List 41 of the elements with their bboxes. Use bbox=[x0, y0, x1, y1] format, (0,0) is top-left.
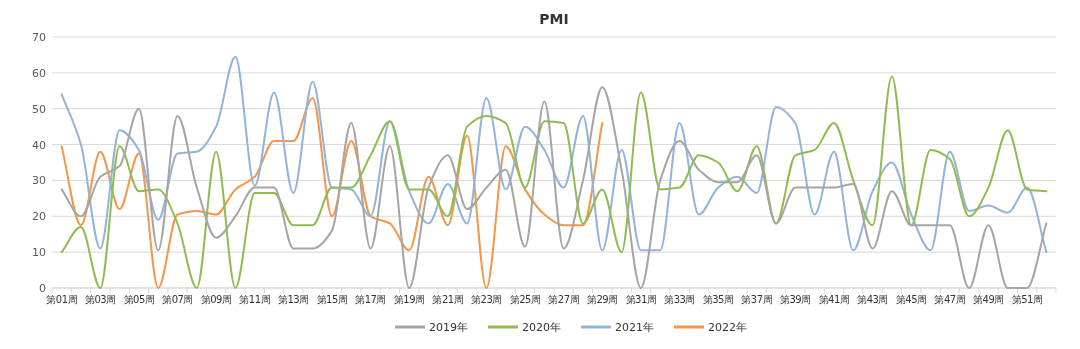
x-tick-label: 第11周 bbox=[239, 294, 271, 305]
y-tick-label: 10 bbox=[32, 246, 46, 260]
legend-label: 2022年 bbox=[708, 321, 747, 334]
y-tick-label: 20 bbox=[32, 210, 46, 224]
x-tick-label: 第27周 bbox=[548, 294, 580, 305]
x-tick-label: 第49周 bbox=[973, 294, 1004, 305]
x-tick-label: 第37周 bbox=[741, 294, 773, 305]
x-tick-label: 第09周 bbox=[200, 294, 232, 305]
x-tick-label: 第31周 bbox=[625, 294, 657, 305]
y-tick-label: 40 bbox=[32, 138, 46, 152]
x-tick-label: 第25周 bbox=[509, 294, 541, 305]
legend-label: 2021年 bbox=[615, 321, 654, 334]
y-tick-label: 70 bbox=[32, 31, 46, 44]
x-tick-label: 第29周 bbox=[586, 294, 618, 305]
x-tick-label: 第45周 bbox=[895, 294, 927, 305]
x-tick-label: 第05周 bbox=[123, 294, 155, 305]
y-tick-label: 0 bbox=[39, 282, 46, 295]
x-tick-label: 第47周 bbox=[934, 294, 966, 305]
x-tick-label: 第51周 bbox=[1011, 294, 1043, 305]
x-tick-label: 第33周 bbox=[664, 294, 695, 305]
x-tick-label: 第01周 bbox=[46, 294, 78, 305]
y-tick-label: 50 bbox=[32, 102, 46, 116]
legend-label: 2020年 bbox=[522, 321, 561, 334]
x-tick-label: 第43周 bbox=[857, 294, 888, 305]
x-tick-label: 第39周 bbox=[779, 294, 811, 305]
x-tick-label: 第19周 bbox=[393, 294, 425, 305]
y-tick-label: 30 bbox=[32, 174, 46, 188]
y-tick-label: 60 bbox=[32, 66, 46, 80]
chart-title: PMI bbox=[539, 11, 569, 27]
line-series bbox=[60, 55, 1048, 254]
x-tick-label: 第17周 bbox=[355, 294, 386, 305]
x-tick-label: 第07周 bbox=[162, 294, 193, 305]
x-tick-label: 第23周 bbox=[471, 294, 502, 305]
line-series bbox=[60, 96, 604, 289]
x-tick-label: 第35周 bbox=[702, 294, 734, 305]
x-tick-label: 第13周 bbox=[277, 294, 309, 305]
x-tick-label: 第21周 bbox=[432, 294, 464, 305]
x-tick-label: 第03周 bbox=[84, 294, 116, 305]
legend-label: 2019年 bbox=[429, 321, 468, 334]
x-tick-label: 第41周 bbox=[818, 294, 850, 305]
x-tick-label: 第15周 bbox=[316, 294, 348, 305]
